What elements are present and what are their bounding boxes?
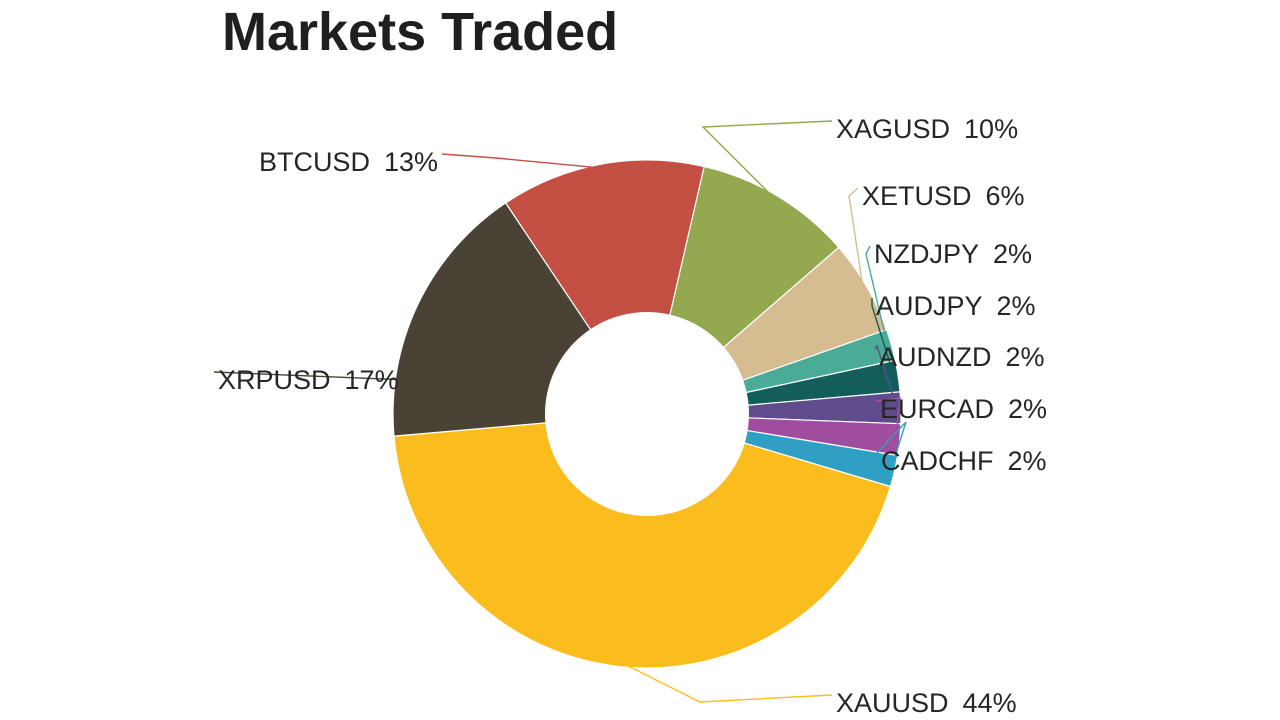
- slice-label-audnzd: AUDNZD 2%: [879, 342, 1045, 372]
- chart-title: Markets Traded: [222, 2, 619, 62]
- slice-label-btcusd: BTCUSD 13%: [259, 147, 438, 177]
- slice-label-xagusd: XAGUSD 10%: [836, 114, 1018, 144]
- slice-label-percent: 10%: [964, 114, 1018, 144]
- slice-label-percent: 44%: [963, 688, 1017, 718]
- slice-xauusd: [393, 413, 892, 669]
- slice-label-xrpusd: XRPUSD 17%: [218, 365, 399, 395]
- leader-line-btcusd: [441, 153, 602, 169]
- slice-label-audjpy: AUDJPY 2%: [876, 291, 1036, 321]
- leader-line-audjpy: [871, 298, 895, 377]
- slice-label-percent: 2%: [1008, 446, 1047, 476]
- slice-label-name: NZDJPY: [874, 239, 979, 269]
- slice-label-name: XAGUSD: [836, 114, 950, 144]
- slice-label-name: XETUSD: [862, 181, 972, 211]
- slice-label-name: BTCUSD: [259, 147, 370, 177]
- slice-label-percent: 6%: [986, 181, 1025, 211]
- slice-label-eurcad: EURCAD 2%: [880, 394, 1047, 424]
- slice-label-percent: 13%: [384, 147, 438, 177]
- donut-hole: [545, 312, 749, 516]
- slice-label-percent: 2%: [1008, 394, 1047, 424]
- leader-lines-layer: [213, 120, 907, 703]
- slice-label-percent: 2%: [1006, 342, 1045, 372]
- slice-labels-layer: XAGUSD 10%XETUSD 6%NZDJPY 2%AUDJPY 2%AUDNZD 2…: [218, 114, 1047, 718]
- slice-label-percent: 2%: [993, 239, 1032, 269]
- leader-line-cadchf: [876, 421, 907, 471]
- slice-label-name: AUDNZD: [879, 342, 992, 372]
- leader-line-xetusd: [848, 187, 864, 289]
- leader-line-xagusd: [701, 120, 833, 201]
- leader-line-xrpusd: [213, 305, 423, 381]
- slice-label-name: EURCAD: [880, 394, 994, 424]
- slice-label-percent: 2%: [997, 291, 1036, 321]
- leader-line-eurcad: [875, 397, 901, 440]
- slice-label-name: XAUUSD: [836, 688, 949, 718]
- leader-line-xauusd: [621, 662, 833, 703]
- slice-label-cadchf: CADCHF 2%: [881, 446, 1047, 476]
- slice-label-xetusd: XETUSD 6%: [862, 181, 1025, 211]
- slice-label-xauusd: XAUUSD 44%: [836, 688, 1017, 718]
- slice-label-percent: 17%: [345, 365, 399, 395]
- leader-line-nzdjpy: [865, 245, 889, 347]
- slice-label-name: AUDJPY: [876, 291, 983, 321]
- slice-label-name: XRPUSD: [218, 365, 331, 395]
- slice-label-nzdjpy: NZDJPY 2%: [874, 239, 1032, 269]
- leader-line-audnzd: [874, 344, 898, 409]
- slice-label-name: CADCHF: [881, 446, 994, 476]
